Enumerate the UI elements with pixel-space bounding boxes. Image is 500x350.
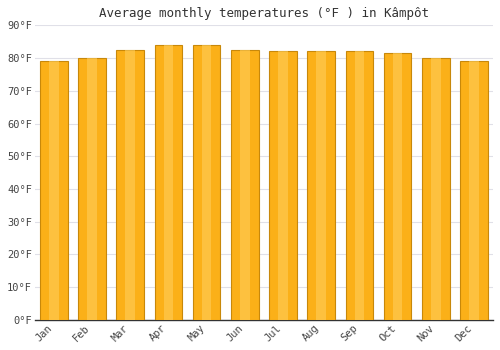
Bar — [40, 61, 68, 320]
Bar — [49, 61, 58, 320]
Bar — [202, 45, 211, 320]
Bar — [469, 61, 479, 320]
Bar — [422, 58, 450, 320]
Bar — [154, 45, 182, 320]
Bar — [460, 61, 487, 320]
Bar — [164, 45, 173, 320]
Bar — [308, 51, 335, 320]
Bar — [240, 50, 250, 320]
Bar — [354, 51, 364, 320]
Bar — [126, 50, 135, 320]
Bar — [346, 51, 373, 320]
Bar — [316, 51, 326, 320]
Bar — [231, 50, 258, 320]
Title: Average monthly temperatures (°F ) in Kâmpôt: Average monthly temperatures (°F ) in Kâ… — [99, 7, 429, 20]
Bar — [116, 50, 144, 320]
Bar — [78, 58, 106, 320]
Bar — [393, 53, 402, 320]
Bar — [269, 51, 296, 320]
Bar — [87, 58, 97, 320]
Bar — [278, 51, 288, 320]
Bar — [431, 58, 440, 320]
Bar — [193, 45, 220, 320]
Bar — [384, 53, 411, 320]
